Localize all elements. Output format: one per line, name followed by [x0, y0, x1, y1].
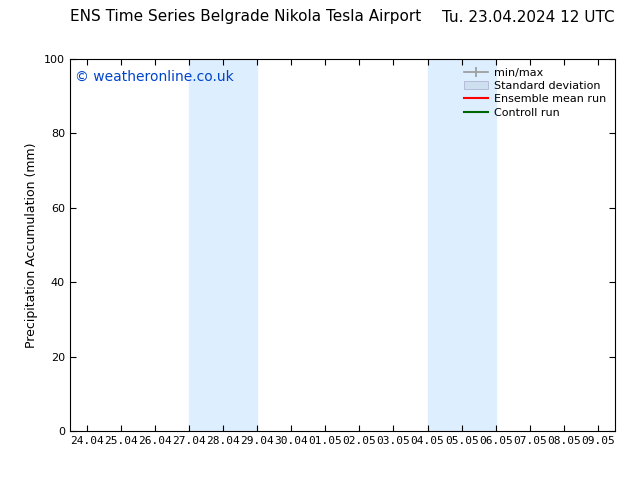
Y-axis label: Precipitation Accumulation (mm): Precipitation Accumulation (mm) [25, 142, 38, 348]
Text: ENS Time Series Belgrade Nikola Tesla Airport: ENS Time Series Belgrade Nikola Tesla Ai… [70, 9, 421, 24]
Bar [427, 59, 496, 431]
Text: © weatheronline.co.uk: © weatheronline.co.uk [75, 70, 234, 84]
Legend: min/max, Standard deviation, Ensemble mean run, Controll run: min/max, Standard deviation, Ensemble me… [460, 64, 609, 121]
Bar [189, 59, 257, 431]
Text: Tu. 23.04.2024 12 UTC: Tu. 23.04.2024 12 UTC [443, 9, 615, 24]
